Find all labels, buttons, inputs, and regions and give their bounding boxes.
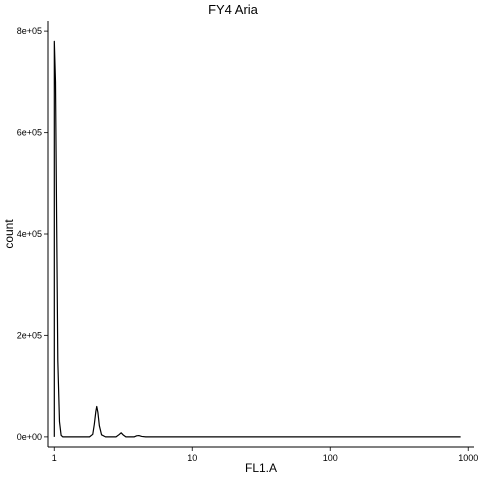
y-axis-ticks: 0e+00 2e+05 4e+05 6e+05 8e+05: [17, 26, 48, 442]
y-tick-label: 0e+00: [17, 432, 42, 442]
y-tick-label: 6e+05: [17, 128, 42, 138]
y-tick-label: 2e+05: [17, 330, 42, 340]
x-tick-label: 1000: [458, 453, 478, 463]
x-axis-ticks: 1 10 100 1000: [52, 447, 478, 463]
x-tick-label: 100: [323, 453, 338, 463]
y-tick-label: 8e+05: [17, 26, 42, 36]
x-tick-label: 10: [187, 453, 197, 463]
y-axis-label: count: [2, 219, 16, 249]
y-tick-label: 4e+05: [17, 229, 42, 239]
series-line: [53, 40, 461, 438]
x-tick-label: 1: [52, 453, 57, 463]
x-axis-label: FL1.A: [245, 461, 277, 475]
chart-title: FY4 Aria: [208, 2, 259, 17]
